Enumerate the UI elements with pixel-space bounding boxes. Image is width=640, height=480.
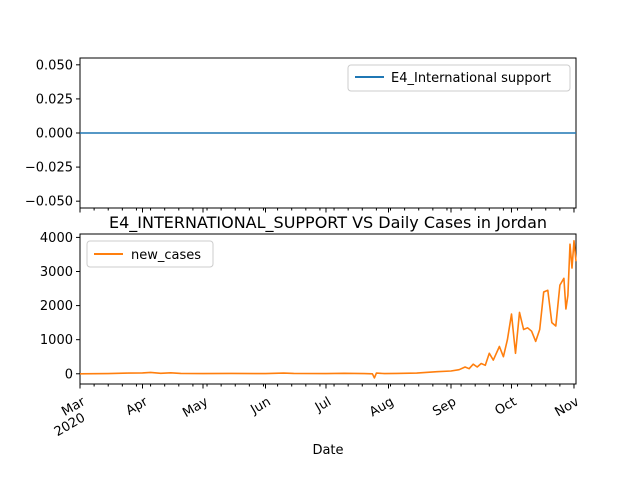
top-legend-label: E4_International support: [391, 71, 551, 86]
bottom-legend-label: new_cases: [131, 248, 201, 263]
y-tick-label: 4000: [40, 231, 73, 246]
y-tick-label: 1000: [40, 333, 73, 348]
top-x-ticks: [79, 208, 575, 213]
bottom-legend: new_cases: [86, 240, 214, 268]
top-legend-box: [347, 64, 571, 92]
bottom-y-ticks: 0 1000 2000 3000 4000: [40, 231, 80, 382]
y-tick-label: 0: [65, 367, 73, 382]
y-tick-label: 0.025: [36, 92, 73, 107]
top-y-ticks: 0.050 0.025 0.000 −0.025 −0.050: [25, 58, 80, 210]
x-axis-title: Date: [312, 443, 343, 458]
y-tick-label: 0.000: [36, 127, 73, 142]
x-tick-label: Nov: [553, 394, 583, 420]
bottom-plot-frame: [79, 233, 577, 385]
y-tick-label: 3000: [40, 265, 73, 280]
x-tick-label: Oct: [493, 394, 520, 418]
x-tick-label: Apr: [124, 394, 152, 419]
bottom-series-group: [79, 240, 577, 379]
bottom-subplot: E4_INTERNATIONAL_SUPPORT VS Daily Cases …: [40, 213, 582, 458]
y-tick-label: 0.050: [36, 58, 73, 73]
x-tick-label: Aug: [367, 394, 396, 420]
y-tick-label: −0.050: [25, 195, 73, 210]
x-tick-label: Jun: [248, 394, 274, 418]
series-line-new-cases: [79, 240, 577, 379]
y-tick-label: −0.025: [25, 161, 73, 176]
x-tick-label: May: [180, 394, 211, 421]
chart-title: E4_INTERNATIONAL_SUPPORT VS Daily Cases …: [109, 213, 547, 233]
top-subplot: 0.050 0.025 0.000 −0.025 −0.050 E4_Internati…: [25, 57, 577, 213]
x-tick-label: Jul: [312, 394, 334, 415]
y-tick-label: 2000: [40, 299, 73, 314]
x-tick-label: Sep: [430, 394, 459, 419]
top-legend: E4_International support: [347, 64, 571, 92]
bottom-legend-box: [86, 240, 214, 268]
